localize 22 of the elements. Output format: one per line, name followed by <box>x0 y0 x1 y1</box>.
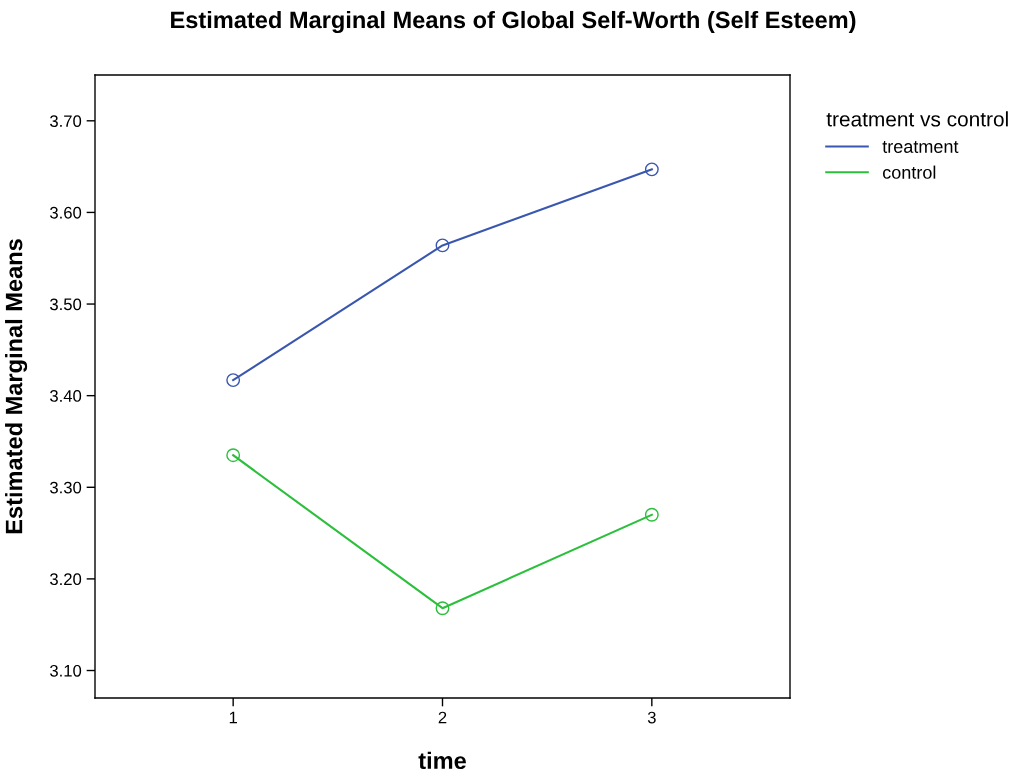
y-tick-label: 3.70 <box>50 115 82 128</box>
point <box>226 448 241 463</box>
chart-title: Estimated Marginal Means of Global Self-Worth (Self Esteem) <box>171 10 856 34</box>
point <box>435 601 450 616</box>
y-tick-label: 3.20 <box>50 573 82 586</box>
point <box>644 507 659 522</box>
y-tick-label: 3.40 <box>50 390 82 402</box>
y-tick-label: 3.30 <box>50 481 82 494</box>
x-tick-label: 2 <box>438 711 447 724</box>
legend-label: control <box>882 165 936 179</box>
x-axis-title: time <box>418 751 466 770</box>
legend-title: treatment vs control <box>826 111 1008 127</box>
legend-label: treatment <box>882 141 959 153</box>
x-tick-label: 3 <box>647 711 656 724</box>
y-tick-label: 3.60 <box>50 206 82 219</box>
point <box>435 238 450 253</box>
y-tick-label: 3.50 <box>50 298 82 311</box>
y-axis-title: Estimated Marginal Means <box>5 239 28 534</box>
y-tick-label: 3.10 <box>50 664 82 677</box>
x-tick-label: 1 <box>229 711 237 724</box>
point <box>644 162 659 177</box>
point <box>226 373 241 388</box>
